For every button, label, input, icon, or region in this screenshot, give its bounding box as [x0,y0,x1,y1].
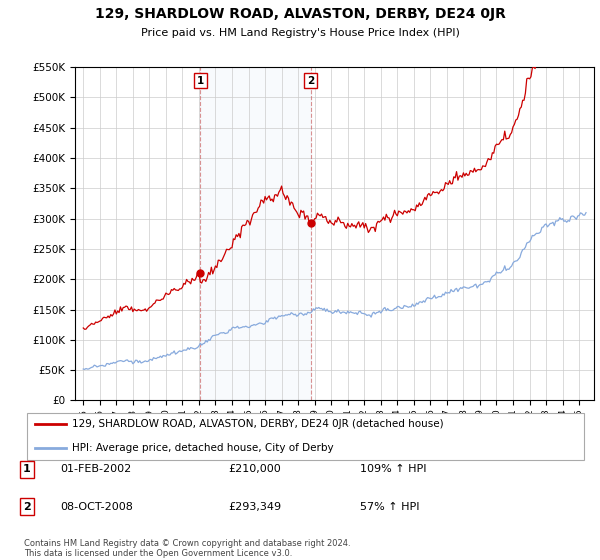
Text: 109% ↑ HPI: 109% ↑ HPI [360,464,427,474]
Text: 01-FEB-2002: 01-FEB-2002 [60,464,131,474]
Text: 57% ↑ HPI: 57% ↑ HPI [360,502,419,512]
Text: 129, SHARDLOW ROAD, ALVASTON, DERBY, DE24 0JR: 129, SHARDLOW ROAD, ALVASTON, DERBY, DE2… [95,7,505,21]
Text: Contains HM Land Registry data © Crown copyright and database right 2024.
This d: Contains HM Land Registry data © Crown c… [24,539,350,558]
Text: £293,349: £293,349 [228,502,281,512]
Text: 129, SHARDLOW ROAD, ALVASTON, DERBY, DE24 0JR (detached house): 129, SHARDLOW ROAD, ALVASTON, DERBY, DE2… [72,419,443,430]
Text: 2: 2 [23,502,31,512]
Text: HPI: Average price, detached house, City of Derby: HPI: Average price, detached house, City… [72,443,334,453]
Text: 1: 1 [197,76,204,86]
Text: 1: 1 [23,464,31,474]
Bar [200,67,311,400]
FancyBboxPatch shape [27,413,584,460]
Text: £210,000: £210,000 [228,464,281,474]
Text: 2: 2 [307,76,314,86]
Text: Price paid vs. HM Land Registry's House Price Index (HPI): Price paid vs. HM Land Registry's House … [140,28,460,38]
Text: 08-OCT-2008: 08-OCT-2008 [60,502,133,512]
